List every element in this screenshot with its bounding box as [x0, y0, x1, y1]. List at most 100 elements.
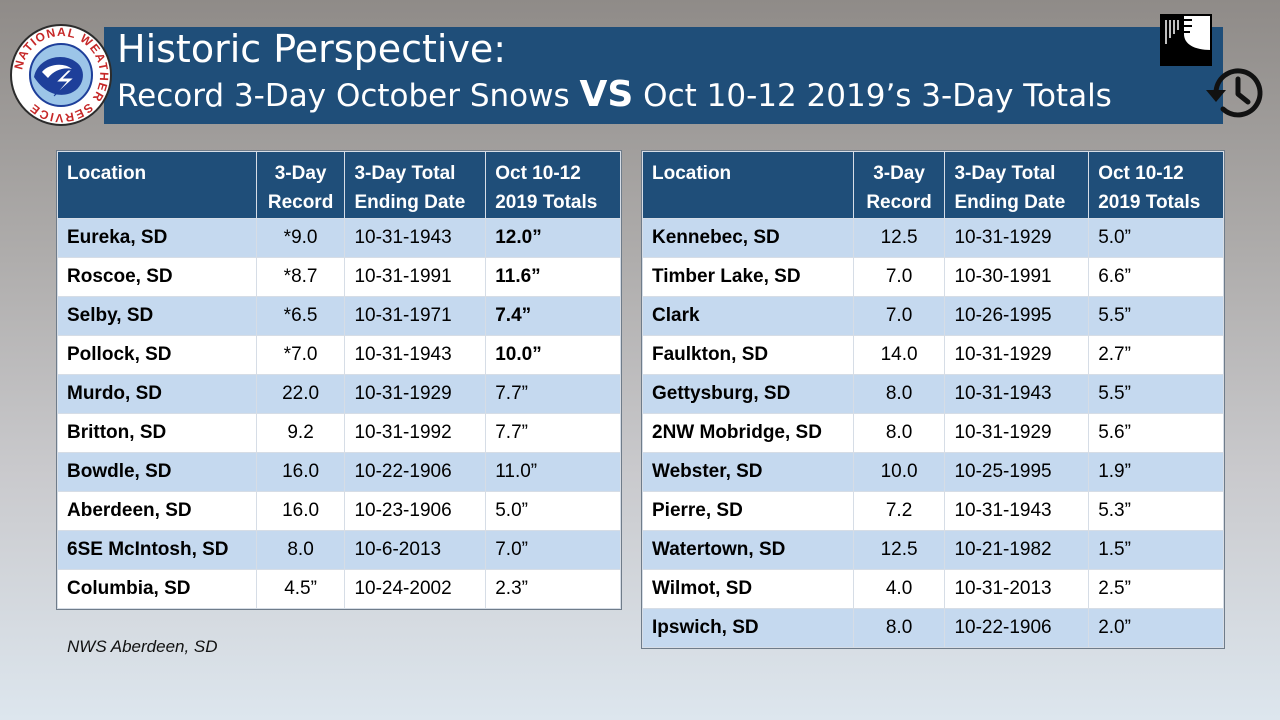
- record-cell: 8.0: [852, 374, 946, 414]
- table-row: Eureka, SD *9.0 10-31-1943 12.0”: [57, 218, 621, 258]
- location-cell: Britton, SD: [57, 413, 257, 453]
- header-location: Location: [57, 151, 257, 219]
- history-clock-icon: [1206, 68, 1263, 118]
- total-2019-cell: 7.7”: [485, 374, 621, 414]
- location-cell: Selby, SD: [57, 296, 257, 336]
- record-cell: *6.5: [255, 296, 346, 336]
- record-cell: 10.0: [852, 452, 946, 492]
- ending-date-cell: 10-30-1991: [944, 257, 1090, 297]
- page-title: Historic Perspective:: [117, 27, 507, 71]
- total-2019-cell: 6.6”: [1088, 257, 1224, 297]
- ending-date-cell: 10-31-1929: [944, 413, 1090, 453]
- location-cell: 6SE McIntosh, SD: [57, 530, 257, 570]
- page-subtitle: Record 3-Day October Snows VS Oct 10-12 …: [117, 74, 1112, 117]
- title-banner: [104, 27, 1223, 124]
- ending-date-cell: 10-31-1943: [944, 374, 1090, 414]
- location-cell: Pollock, SD: [57, 335, 257, 375]
- total-2019-cell: 7.0”: [485, 530, 621, 570]
- record-cell: 7.0: [852, 257, 946, 297]
- ending-date-cell: 10-31-1943: [344, 218, 487, 258]
- record-cell: *9.0: [255, 218, 346, 258]
- location-cell: Roscoe, SD: [57, 257, 257, 297]
- record-cell: *7.0: [255, 335, 346, 375]
- table-row: Murdo, SD 22.0 10-31-1929 7.7”: [57, 374, 621, 414]
- header-2019-totals: Oct 10-12 2019 Totals: [485, 151, 621, 219]
- table-row: Clark 7.0 10-26-1995 5.5”: [642, 296, 1224, 336]
- ending-date-cell: 10-31-1929: [944, 218, 1090, 258]
- location-cell: Murdo, SD: [57, 374, 257, 414]
- total-2019-cell: 5.3”: [1088, 491, 1224, 531]
- right-table-body: Kennebec, SD 12.5 10-31-1929 5.0” Timber Lak…: [642, 218, 1224, 648]
- location-cell: Faulkton, SD: [642, 335, 854, 375]
- total-2019-cell: 5.6”: [1088, 413, 1224, 453]
- total-2019-cell: 2.7”: [1088, 335, 1224, 375]
- total-2019-cell: 11.0”: [485, 452, 621, 492]
- ending-date-cell: 10-31-1943: [344, 335, 487, 375]
- document-page-icon: [1160, 14, 1212, 66]
- table-row: Wilmot, SD 4.0 10-31-2013 2.5”: [642, 569, 1224, 609]
- ending-date-cell: 10-31-1971: [344, 296, 487, 336]
- ending-date-cell: 10-22-1906: [944, 608, 1090, 648]
- record-cell: 12.5: [852, 218, 946, 258]
- header-location: Location: [642, 151, 854, 219]
- table-row: Columbia, SD 4.5” 10-24-2002 2.3”: [57, 569, 621, 609]
- location-cell: Columbia, SD: [57, 569, 257, 609]
- total-2019-cell: 11.6”: [485, 257, 621, 297]
- total-2019-cell: 12.0”: [485, 218, 621, 258]
- table-header-row: Location 3-Day Record 3-Day Total Ending D…: [642, 151, 1224, 219]
- table-row: Roscoe, SD *8.7 10-31-1991 11.6”: [57, 257, 621, 297]
- table-row: 2NW Mobridge, SD 8.0 10-31-1929 5.6”: [642, 413, 1224, 453]
- table-row: Faulkton, SD 14.0 10-31-1929 2.7”: [642, 335, 1224, 375]
- total-2019-cell: 10.0”: [485, 335, 621, 375]
- table-row: Aberdeen, SD 16.0 10-23-1906 5.0”: [57, 491, 621, 531]
- table-row: Watertown, SD 12.5 10-21-1982 1.5”: [642, 530, 1224, 570]
- ending-date-cell: 10-31-1943: [944, 491, 1090, 531]
- location-cell: 2NW Mobridge, SD: [642, 413, 854, 453]
- record-cell: 9.2: [255, 413, 346, 453]
- table-row: Kennebec, SD 12.5 10-31-1929 5.0”: [642, 218, 1224, 258]
- ending-date-cell: 10-31-1991: [344, 257, 487, 297]
- record-cell: 14.0: [852, 335, 946, 375]
- ending-date-cell: 10-31-1929: [344, 374, 487, 414]
- ending-date-cell: 10-21-1982: [944, 530, 1090, 570]
- location-cell: Pierre, SD: [642, 491, 854, 531]
- record-cell: 7.0: [852, 296, 946, 336]
- table-row: Pollock, SD *7.0 10-31-1943 10.0”: [57, 335, 621, 375]
- header-ending-date: 3-Day Total Ending Date: [944, 151, 1090, 219]
- location-cell: Clark: [642, 296, 854, 336]
- table-row: Ipswich, SD 8.0 10-22-1906 2.0”: [642, 608, 1224, 648]
- ending-date-cell: 10-26-1995: [944, 296, 1090, 336]
- location-cell: Timber Lake, SD: [642, 257, 854, 297]
- location-cell: Eureka, SD: [57, 218, 257, 258]
- total-2019-cell: 2.0”: [1088, 608, 1224, 648]
- total-2019-cell: 1.9”: [1088, 452, 1224, 492]
- location-cell: Wilmot, SD: [642, 569, 854, 609]
- ending-date-cell: 10-24-2002: [344, 569, 487, 609]
- total-2019-cell: 5.5”: [1088, 374, 1224, 414]
- table-row: Pierre, SD 7.2 10-31-1943 5.3”: [642, 491, 1224, 531]
- total-2019-cell: 5.5”: [1088, 296, 1224, 336]
- table-row: 6SE McIntosh, SD 8.0 10-6-2013 7.0”: [57, 530, 621, 570]
- record-table-right: Location 3-Day Record 3-Day Total Ending D…: [641, 150, 1225, 649]
- ending-date-cell: 10-31-1992: [344, 413, 487, 453]
- table-row: Gettysburg, SD 8.0 10-31-1943 5.5”: [642, 374, 1224, 414]
- source-footnote: NWS Aberdeen, SD: [67, 637, 218, 656]
- location-cell: Gettysburg, SD: [642, 374, 854, 414]
- record-cell: 16.0: [255, 491, 346, 531]
- record-cell: 4.5”: [255, 569, 346, 609]
- header-record: 3-Day Record: [852, 151, 946, 219]
- ending-date-cell: 10-31-1929: [944, 335, 1090, 375]
- location-cell: Watertown, SD: [642, 530, 854, 570]
- total-2019-cell: 7.7”: [485, 413, 621, 453]
- record-table-left: Location 3-Day Record 3-Day Total Ending D…: [56, 150, 622, 610]
- location-cell: Bowdle, SD: [57, 452, 257, 492]
- nws-logo: NATIONAL WEATHER SERVICE: [10, 24, 112, 126]
- ending-date-cell: 10-25-1995: [944, 452, 1090, 492]
- location-cell: Webster, SD: [642, 452, 854, 492]
- header-ending-date: 3-Day Total Ending Date: [344, 151, 487, 219]
- table-row: Selby, SD *6.5 10-31-1971 7.4”: [57, 296, 621, 336]
- ending-date-cell: 10-22-1906: [344, 452, 487, 492]
- header-record: 3-Day Record: [255, 151, 346, 219]
- subtitle-vs: VS: [579, 74, 634, 115]
- table-row: Webster, SD 10.0 10-25-1995 1.9”: [642, 452, 1224, 492]
